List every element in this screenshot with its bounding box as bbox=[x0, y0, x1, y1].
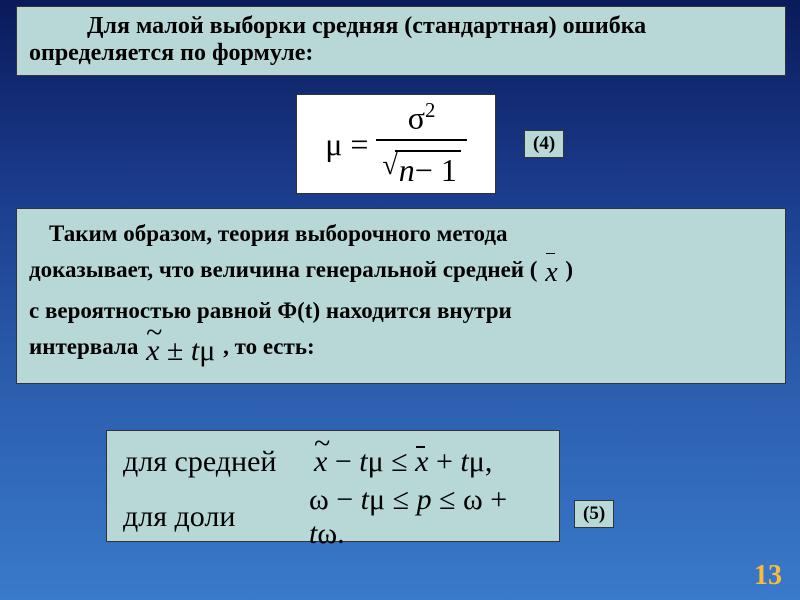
r1-mu1: μ bbox=[368, 445, 384, 478]
n-var: n bbox=[399, 152, 415, 188]
xtilde: x bbox=[146, 328, 159, 373]
row1-label: для средней bbox=[123, 445, 288, 479]
row1-math: x − tμ ≤ x + tμ, bbox=[314, 445, 492, 479]
intro-text: Для малой выборки средняя (стандартная) … bbox=[29, 13, 773, 67]
exponent-2: 2 bbox=[425, 99, 435, 122]
inequality-row-mean: для средней x − tμ ≤ x + tμ, bbox=[123, 445, 543, 479]
radicand: n− 1 bbox=[395, 150, 461, 189]
theorem-line4: интервала x ± tμ , то есть: bbox=[29, 328, 773, 373]
r1-minus: − bbox=[327, 445, 359, 478]
denominator: √ n− 1 bbox=[376, 139, 466, 189]
r2-omega3: ω. bbox=[317, 517, 344, 550]
sqrt: √ n− 1 bbox=[382, 150, 460, 189]
sigma: σ bbox=[408, 100, 425, 136]
theorem-line2: доказывает, что величина генеральной сре… bbox=[29, 252, 773, 294]
theorem-text-box: Таким образом, теория выборочного метода… bbox=[16, 208, 786, 384]
t-var: t bbox=[191, 334, 199, 367]
minus-one: − 1 bbox=[415, 152, 457, 188]
r1-t1: t bbox=[359, 445, 367, 478]
equation-label-4: (4) bbox=[524, 130, 564, 158]
inequality-row-share: для доли ω − tμ ≤ p ≤ ω + tω. bbox=[123, 483, 543, 551]
line2b: ) bbox=[565, 257, 573, 282]
formula-mu-box: μ = σ2 √ n− 1 bbox=[296, 94, 496, 194]
xbar2: x bbox=[415, 445, 428, 479]
intro-text-box: Для малой выборки средняя (стандартная) … bbox=[16, 6, 786, 76]
r2-mu1: μ bbox=[369, 483, 385, 516]
pm: ± bbox=[159, 334, 190, 367]
equation-label-5: (5) bbox=[574, 500, 614, 528]
xtilde1: x bbox=[314, 445, 327, 479]
r2-minus: − bbox=[329, 483, 361, 516]
mu-var: μ bbox=[199, 334, 215, 367]
row2-label: для доли bbox=[123, 500, 283, 534]
r1-leq1: ≤ bbox=[384, 445, 415, 478]
mu-symbol: μ bbox=[325, 126, 342, 163]
r2-p: p bbox=[417, 483, 432, 516]
numerator: σ2 bbox=[402, 99, 442, 139]
r2-t1: t bbox=[361, 483, 369, 516]
formula-mu: μ = σ2 √ n− 1 bbox=[325, 99, 467, 189]
line4b: , то есть: bbox=[223, 334, 315, 359]
theorem-line1: Таким образом, теория выборочного метода bbox=[29, 217, 773, 252]
r1-plus: + bbox=[428, 445, 460, 478]
r1-mu2: μ, bbox=[469, 445, 493, 478]
xbar-symbol: x bbox=[543, 252, 559, 294]
r2-plus: + bbox=[483, 483, 507, 516]
slide-number: 13 bbox=[754, 560, 782, 592]
fraction: σ2 √ n− 1 bbox=[376, 99, 466, 189]
line2a: доказывает, что величина генеральной сре… bbox=[29, 257, 537, 282]
r2-leq1: ≤ bbox=[385, 483, 416, 516]
r2-omega1: ω bbox=[309, 483, 329, 516]
r1-t2: t bbox=[460, 445, 468, 478]
radical-sign: √ bbox=[382, 152, 397, 191]
inequality-box: для средней x − tμ ≤ x + tμ, для доли ω … bbox=[106, 430, 560, 542]
equals-sign: = bbox=[350, 126, 368, 163]
r2-omega2: ω bbox=[463, 483, 483, 516]
interval-expression: x ± tμ bbox=[144, 328, 217, 373]
line4a: интервала bbox=[29, 334, 144, 359]
r2-leq2: ≤ bbox=[432, 483, 463, 516]
theorem-line3: с вероятностью равной Ф(t) находится вну… bbox=[29, 294, 773, 329]
row2-math: ω − tμ ≤ p ≤ ω + tω. bbox=[309, 483, 543, 551]
